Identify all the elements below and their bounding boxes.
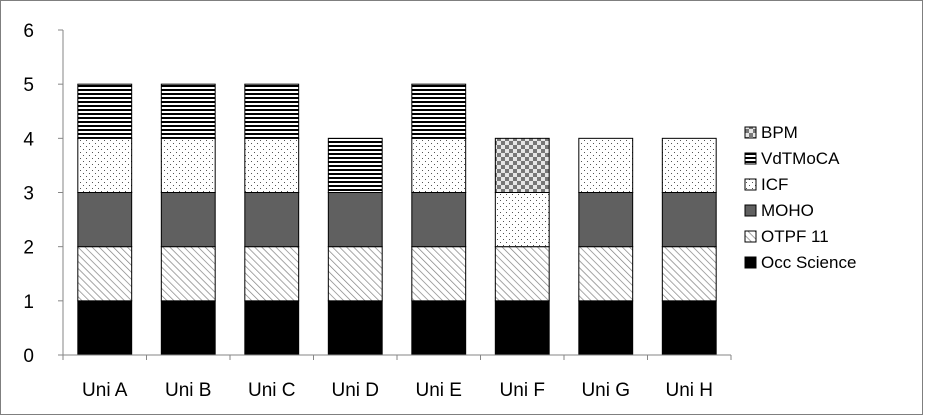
bar-segment-moho-uni-d [327, 192, 383, 248]
bar-segment-moho-uni-g [578, 192, 634, 248]
bar-segment-occ-science-uni-h [661, 300, 717, 356]
x-tick-label: Uni D [331, 380, 379, 401]
bar-segment-occ-science-uni-d [327, 300, 383, 356]
legend-label-moho: MOHO [761, 201, 814, 220]
bar-segment-otpf-11-uni-h [661, 246, 717, 302]
bar-segment-otpf-11-uni-e [411, 246, 467, 302]
legend-swatch-vdtmoca [744, 152, 757, 165]
bar-segment-icf-uni-g [578, 137, 634, 193]
legend-swatch-bpm [744, 126, 757, 139]
legend: BPM VdTMoCA ICF MOHO OTPF 11 Occ Science [744, 123, 856, 272]
legend-label-occ-science: Occ Science [761, 253, 856, 272]
y-tick-label: 5 [23, 75, 34, 96]
legend-label-otpf-11: OTPF 11 [761, 227, 829, 246]
bar-segment-moho-uni-b [160, 192, 216, 248]
y-tick-label: 6 [23, 21, 34, 42]
bar-segment-icf-uni-f [494, 192, 550, 248]
axes: 0 1 2 3 4 5 6 Uni A Uni B Uni C Uni D Uni E Uni F Uni… [23, 21, 732, 401]
bar-segment-occ-science-uni-c [244, 300, 300, 356]
bar-segment-otpf-11-uni-b [160, 246, 216, 302]
bar-segment-bpm-uni-f [494, 137, 550, 193]
bar-segment-moho-uni-h [661, 192, 717, 248]
bar-segment-icf-uni-a [77, 137, 133, 193]
bar-segment-icf-uni-c [244, 137, 300, 193]
bar-segment-otpf-11-uni-c [244, 246, 300, 302]
legend-swatch-moho [744, 204, 757, 217]
bar-segment-occ-science-uni-e [411, 300, 467, 356]
y-tick-label: 2 [23, 238, 34, 259]
x-tick-label: Uni G [581, 380, 630, 401]
x-tick-label: Uni E [416, 380, 462, 401]
bar-segment-vdtmoca-uni-b [160, 83, 216, 139]
y-tick-label: 1 [23, 292, 34, 313]
x-tick-label: Uni A [82, 380, 128, 401]
legend-swatch-icf [744, 178, 757, 191]
bar-segment-moho-uni-a [77, 192, 133, 248]
bar-segment-otpf-11-uni-d [327, 246, 383, 302]
bar-segment-icf-uni-h [661, 137, 717, 193]
legend-swatch-otpf-11 [744, 230, 757, 243]
bar-segment-vdtmoca-uni-e [411, 83, 467, 139]
bar-segment-vdtmoca-uni-a [77, 83, 133, 139]
legend-swatch-occ-science [744, 256, 757, 269]
y-tick-label: 4 [23, 129, 34, 150]
bar-segment-otpf-11-uni-f [494, 246, 550, 302]
x-tick-label: Uni C [248, 380, 296, 401]
bar-segment-moho-uni-c [244, 192, 300, 248]
bar-segment-icf-uni-b [160, 137, 216, 193]
plot-area [77, 83, 717, 356]
x-tick-label: Uni B [165, 380, 211, 401]
bar-segment-otpf-11-uni-a [77, 246, 133, 302]
bar-segment-occ-science-uni-g [578, 300, 634, 356]
y-tick-label: 3 [23, 184, 34, 205]
bar-segment-occ-science-uni-b [160, 300, 216, 356]
bar-segment-vdtmoca-uni-c [244, 83, 300, 139]
bar-segment-icf-uni-e [411, 137, 467, 193]
bar-segment-otpf-11-uni-g [578, 246, 634, 302]
x-tick-label: Uni H [665, 380, 713, 401]
bar-segment-moho-uni-e [411, 192, 467, 248]
bar-segment-occ-science-uni-f [494, 300, 550, 356]
legend-label-bpm: BPM [761, 123, 798, 142]
bar-segment-occ-science-uni-a [77, 300, 133, 356]
bar-segment-vdtmoca-uni-d [327, 137, 383, 193]
y-tick-label: 0 [23, 346, 34, 367]
legend-label-icf: ICF [761, 175, 788, 194]
legend-label-vdtmoca: VdTMoCA [761, 149, 840, 168]
x-tick-label: Uni F [500, 380, 545, 401]
